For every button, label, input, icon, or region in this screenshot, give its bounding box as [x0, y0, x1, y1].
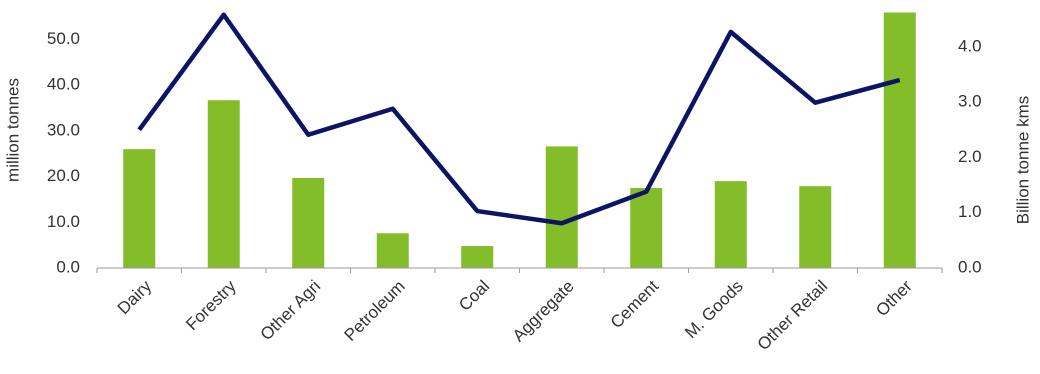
- bar: [461, 246, 494, 268]
- x-tick-label: Coal: [455, 277, 493, 315]
- y-tick-label: 10.0: [47, 212, 80, 231]
- bar: [292, 177, 325, 268]
- bar: [207, 100, 240, 268]
- x-tick-label: Dairy: [114, 276, 156, 318]
- bar: [799, 186, 832, 268]
- y2-tick-label: 3.0: [958, 92, 982, 111]
- x-tick-label: Other Agri: [257, 277, 325, 345]
- x-tick-label: Petroleum: [341, 277, 409, 345]
- bar: [376, 233, 409, 268]
- x-tick-label: M. Goods: [681, 277, 747, 343]
- x-tick-label: Cement: [607, 276, 663, 332]
- x-tick-label: Forestry: [182, 276, 240, 334]
- y-tick-label: 50.0: [47, 29, 80, 48]
- bar: [545, 146, 578, 268]
- line: [137, 12, 901, 226]
- y-axis-title: million tonnes: [3, 78, 22, 182]
- bar: [714, 181, 747, 268]
- y-tick-label: 30.0: [47, 120, 80, 139]
- x-tick-label: Other Retail: [754, 277, 832, 355]
- y2-tick-label: 2.0: [958, 147, 982, 166]
- y2-axis-title: Billion tonne kms: [1013, 96, 1032, 225]
- x-tick-label: Other: [872, 276, 916, 320]
- y2-tick-label: 0.0: [958, 257, 982, 276]
- y-tick-label: 40.0: [47, 75, 80, 94]
- y-tick-label: 20.0: [47, 166, 80, 185]
- bar: [883, 12, 916, 269]
- x-tick-label: Aggregate: [509, 277, 578, 346]
- y2-tick-label: 1.0: [958, 202, 982, 221]
- bar: [630, 188, 663, 268]
- bar: [123, 149, 156, 268]
- y-tick-label: 0.0: [56, 257, 80, 276]
- y2-tick-label: 4.0: [958, 36, 982, 55]
